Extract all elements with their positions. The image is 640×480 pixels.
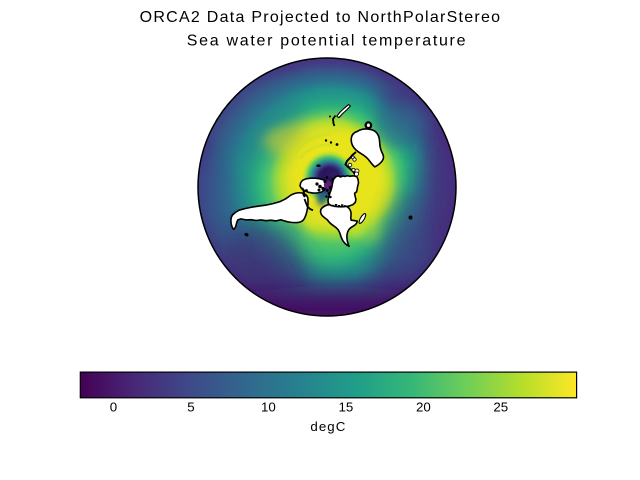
svg-text:degC: degC bbox=[310, 419, 346, 434]
svg-text:25: 25 bbox=[493, 400, 508, 415]
svg-text:ORCA2 Data Projected to NorthP: ORCA2 Data Projected to NorthPolarStereo bbox=[140, 9, 502, 26]
svg-text:20: 20 bbox=[416, 400, 431, 415]
svg-text:Sea water potential temperatur: Sea water potential temperature bbox=[187, 33, 467, 50]
svg-text:0: 0 bbox=[110, 400, 117, 415]
svg-text:5: 5 bbox=[187, 400, 194, 415]
svg-text:10: 10 bbox=[261, 400, 276, 415]
svg-text:15: 15 bbox=[339, 400, 354, 415]
